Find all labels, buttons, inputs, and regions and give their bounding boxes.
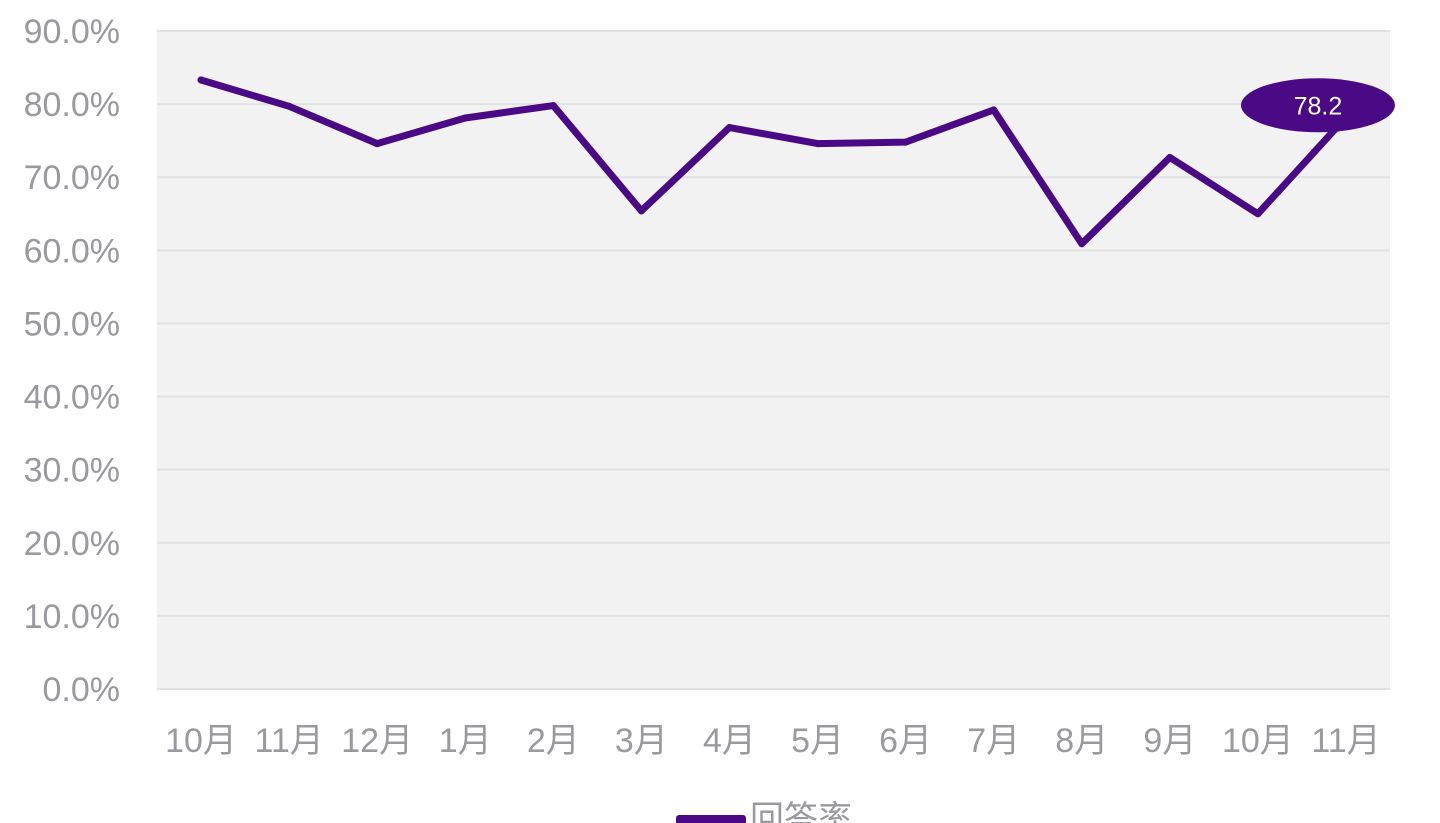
x-tick-label: 2月 bbox=[527, 722, 580, 760]
y-tick-label: 50.0% bbox=[24, 305, 120, 343]
y-tick-label: 30.0% bbox=[24, 452, 120, 490]
x-tick-label: 12月 bbox=[341, 722, 413, 760]
y-tick-label: 40.0% bbox=[24, 379, 120, 417]
y-tick-label: 0.0% bbox=[43, 671, 121, 709]
x-tick-label: 7月 bbox=[967, 722, 1020, 760]
data-point bbox=[197, 76, 205, 84]
y-tick-label: 60.0% bbox=[24, 232, 120, 270]
data-point bbox=[902, 138, 910, 146]
data-point bbox=[285, 102, 293, 110]
y-tick-label: 20.0% bbox=[24, 525, 120, 563]
legend-swatch bbox=[676, 815, 746, 823]
data-point bbox=[814, 140, 822, 148]
data-point bbox=[990, 106, 998, 114]
data-point bbox=[461, 114, 469, 122]
data-point bbox=[637, 207, 645, 215]
data-label: 78.2 bbox=[1294, 92, 1343, 120]
data-point bbox=[1078, 240, 1086, 248]
legend: 回答率 bbox=[676, 800, 852, 823]
x-tick-label: 9月 bbox=[1143, 722, 1196, 760]
x-tick-label: 6月 bbox=[879, 722, 932, 760]
y-tick-label: 80.0% bbox=[24, 86, 120, 124]
x-tick-label: 3月 bbox=[615, 722, 668, 760]
x-tick-label: 11月 bbox=[1311, 722, 1380, 760]
data-label-bubble bbox=[1240, 78, 1395, 133]
x-tick-label: 5月 bbox=[791, 722, 844, 760]
data-point bbox=[373, 140, 381, 148]
series-line bbox=[197, 76, 1350, 248]
x-tick-label: 8月 bbox=[1055, 722, 1108, 760]
x-tick-label: 1月 bbox=[439, 722, 492, 760]
y-tick-label: 10.0% bbox=[24, 598, 120, 636]
data-point bbox=[725, 124, 733, 132]
x-tick-label: 10月 bbox=[1222, 722, 1294, 760]
y-tick-label: 70.0% bbox=[24, 159, 120, 197]
x-tick-label: 10月 bbox=[165, 722, 237, 760]
x-tick-label: 11月 bbox=[254, 722, 323, 760]
x-tick-label: 4月 bbox=[703, 722, 756, 760]
data-point bbox=[549, 102, 557, 110]
legend-label: 回答率 bbox=[750, 800, 852, 823]
y-tick-label: 90.0% bbox=[24, 13, 120, 51]
data-point bbox=[1254, 210, 1262, 218]
data-point bbox=[1166, 153, 1174, 161]
